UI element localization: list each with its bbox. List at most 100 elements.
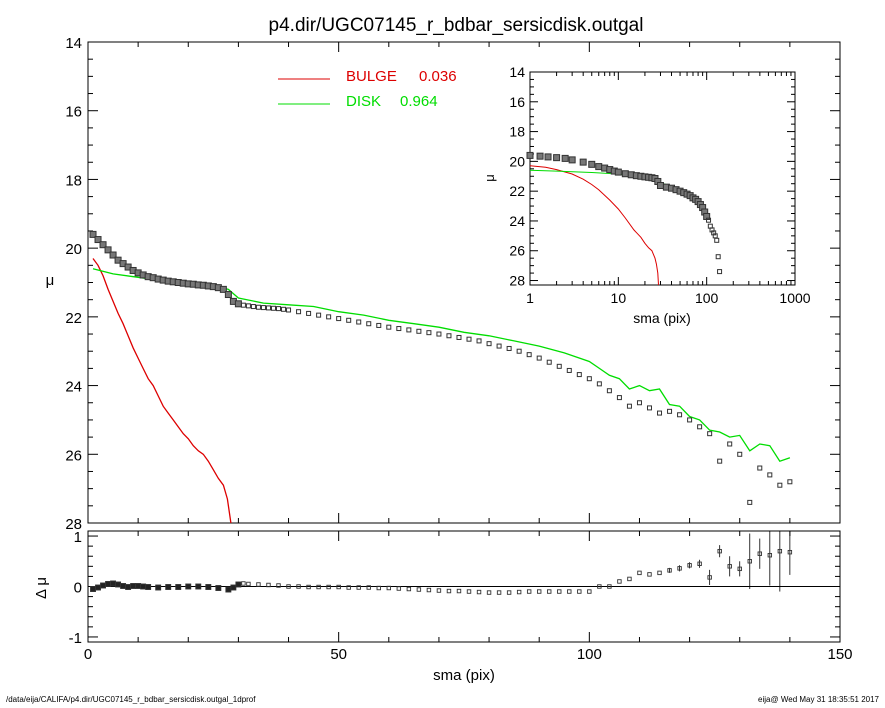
residual-x-axis-label: sma (pix) [433,667,495,684]
residual-x-tick-label: 100 [577,646,602,663]
main-data-point [616,395,622,401]
residual-data-point [246,581,251,587]
residual-data-point [687,563,692,568]
main-data-point [546,359,552,365]
main-panel: 14 16 18 20 22 24 26 28 μ BULGE 0.036 DISK 0.96… [46,35,841,533]
residual-data-point [597,584,602,589]
main-data-point [767,472,773,478]
main-series-bulge-line [92,258,232,524]
main-data-point [376,322,382,328]
residual-data-point [135,583,142,589]
residual-data-point [296,584,301,589]
residual-data-point [737,566,742,572]
inset-data-point [536,152,544,160]
residual-data-point [306,584,311,590]
main-data-point [496,343,502,349]
main-data-point [636,400,642,406]
residual-data-point [587,589,592,594]
main-data-point [516,348,522,354]
main-data-point [406,327,412,333]
main-y-axis-label: μ [46,272,55,289]
main-data-point [240,302,246,308]
inset-background [530,72,795,285]
inset-data-point [715,254,721,260]
main-data-point [677,412,683,418]
main-data-point [626,403,632,409]
inset-data-point [588,160,596,168]
residual-data-point [757,551,762,556]
residual-data-point [316,584,321,590]
main-data-point [326,314,332,320]
residual-data-point [727,564,732,569]
residual-data-point [100,582,106,589]
inset-x-tick-label: 10 [611,290,627,306]
main-data-point [586,376,592,382]
residual-y-tick-label: 1 [74,529,82,546]
main-data-point [104,246,112,254]
residual-y-tick-label: -1 [69,630,82,647]
main-data-point [566,367,572,373]
residual-data-point [506,590,512,595]
residual-data-point [577,589,582,594]
residual-data-point [175,584,182,590]
main-data-point [336,316,342,322]
main-data-point [727,441,733,447]
legend-disk-value: 0.964 [400,93,438,110]
inset-data-point [561,154,569,162]
residual-data-point [256,582,261,587]
main-data-point [777,482,783,488]
main-data-point [416,328,422,334]
main-data-point [657,410,663,416]
residual-data-point [120,583,127,589]
residual-data-point [140,583,147,590]
inset-y-tick-label: 26 [509,243,525,259]
inset-y-axis-label: μ [482,174,497,182]
main-data-point [747,499,753,505]
residual-data-point [637,570,642,576]
residual-data-point [386,585,391,591]
inset-data-point [706,217,712,223]
legend-bulge-value: 0.036 [419,68,457,85]
residual-data-point [356,585,361,590]
inset-data-point [595,163,603,171]
inset-y-tick-label: 18 [509,124,525,140]
main-y-tick-label: 18 [65,172,82,189]
residual-data-point [105,581,112,587]
residual-data-point [787,549,793,555]
inset-x-tick-label: 1000 [779,290,810,306]
inset-y-tick-label: 14 [509,64,525,80]
main-series-disk-line [92,268,791,462]
residual-data-point [486,590,492,595]
chart-title: p4.dir/UGC07145_r_bdbar_sersicdisk.outga… [269,15,644,36]
residual-y-tick-label: 0 [74,580,82,597]
main-data-point [109,251,117,259]
main-data-point [250,304,256,310]
main-data-point [296,309,302,315]
residual-data-point [195,583,202,590]
legend-bulge-label: BULGE [346,68,397,85]
residual-data-point [416,587,422,592]
residual-data-point [366,585,371,590]
main-data-point [787,479,793,485]
residual-data-point [110,580,117,587]
main-y-tick-label: 28 [65,516,82,533]
main-data-point [234,300,242,308]
inset-data-point [614,168,622,176]
main-y-tick-label: 26 [65,447,82,464]
residual-data-point [336,584,341,590]
residual-data-point [657,570,662,576]
main-data-point [576,372,582,378]
inset-x-axis-label: sma (pix) [633,310,691,326]
footer-file-path: /data/eija/CALIFA/p4.dir/UGC07145_r_bdba… [6,695,256,704]
inset-data-point [717,269,723,275]
residual-x-tick-label: 0 [84,646,92,663]
main-data-point [757,465,763,471]
main-data-point [276,306,282,312]
residual-data-point [617,579,622,584]
main-ticks: 14 16 18 20 22 24 26 28 [65,35,841,533]
main-y-tick-label: 14 [65,35,82,52]
residual-data-point [346,585,351,590]
main-data-point [486,341,492,347]
